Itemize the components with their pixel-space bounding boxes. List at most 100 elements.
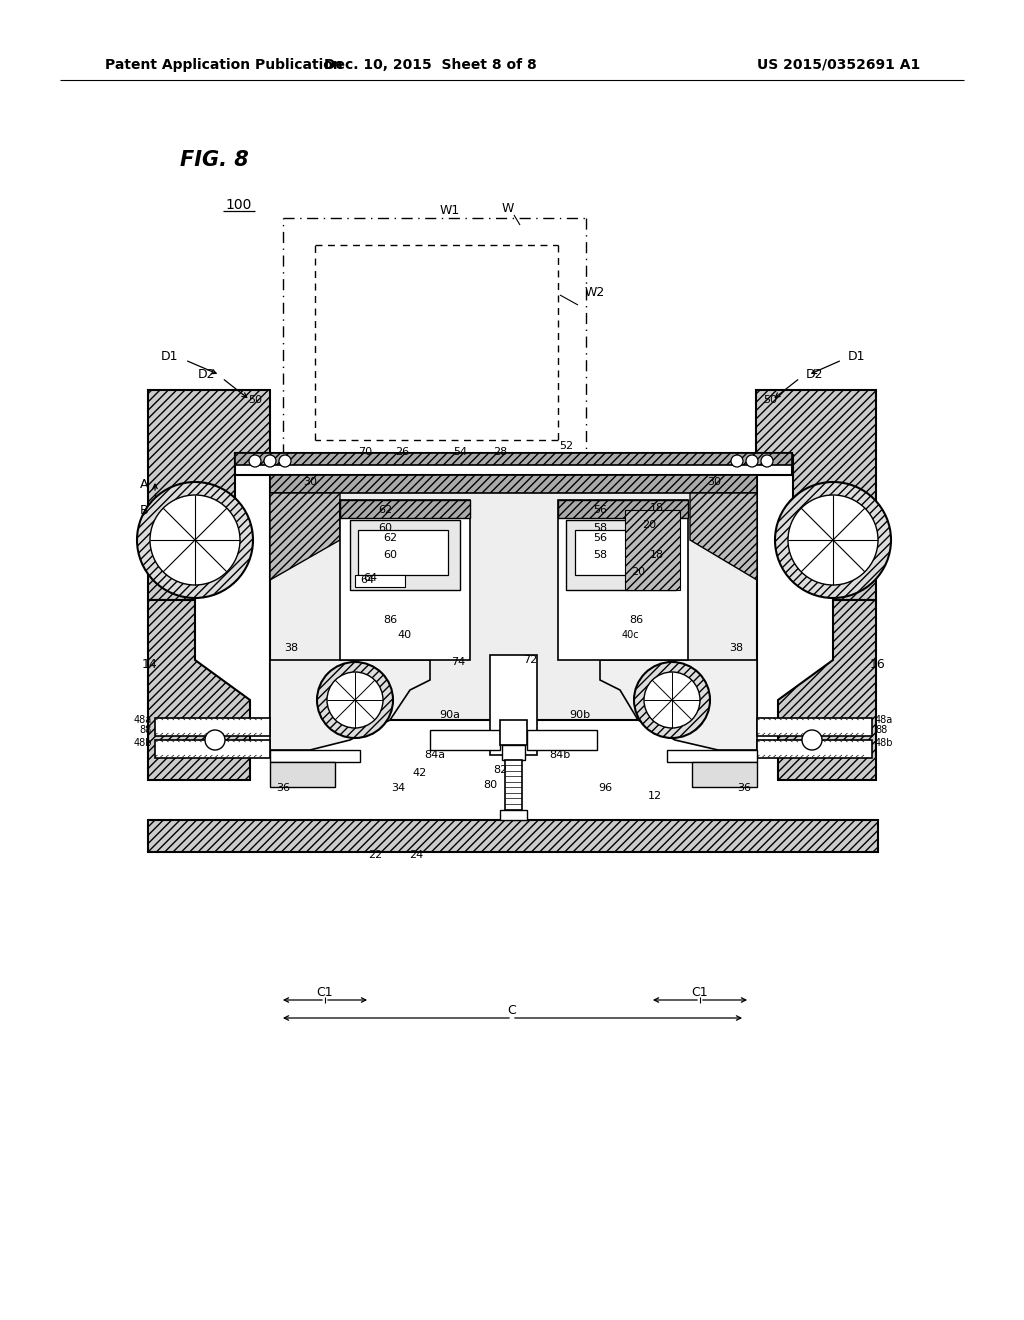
Bar [358,531,449,576]
Text: 74: 74 [451,657,465,667]
Bar [757,718,872,737]
Text: 64: 64 [360,576,374,585]
Text: 84a: 84a [424,750,445,760]
Text: 38: 38 [729,643,743,653]
Text: 56: 56 [593,506,607,515]
Polygon shape [270,492,340,579]
Text: 48a: 48a [134,715,152,725]
Circle shape [205,730,225,750]
Text: 30: 30 [303,477,317,487]
Circle shape [150,495,240,585]
Text: 24: 24 [409,850,423,861]
Bar [625,510,680,590]
Polygon shape [600,660,757,750]
Text: 56: 56 [593,533,607,543]
Text: C1: C1 [691,986,709,999]
Text: 100: 100 [225,198,251,213]
Text: 36: 36 [276,783,290,793]
Bar [430,730,500,750]
Circle shape [249,455,261,467]
Text: 88: 88 [139,725,152,735]
Bar [155,741,270,758]
Text: 42: 42 [413,768,427,777]
Bar [270,750,360,762]
Bar [505,760,522,810]
Text: C: C [508,1005,516,1018]
Polygon shape [756,389,876,601]
Text: 62: 62 [383,533,397,543]
Text: B: B [139,503,148,516]
Text: 90a: 90a [439,710,461,719]
Text: 48a: 48a [874,715,893,725]
Text: 50: 50 [248,395,262,405]
Bar [340,500,470,517]
Text: 40: 40 [398,630,412,640]
Polygon shape [148,601,250,780]
Text: W2: W2 [585,286,605,300]
Bar [155,718,270,737]
Polygon shape [270,660,430,750]
Text: 54: 54 [453,447,467,457]
Text: 82: 82 [493,766,507,775]
Text: D1: D1 [848,351,865,363]
Text: D2: D2 [806,368,823,381]
Circle shape [775,482,891,598]
Text: FIG. 8: FIG. 8 [180,150,249,170]
Bar [502,744,525,760]
Bar [500,810,527,820]
Circle shape [327,672,383,729]
Text: 22: 22 [368,850,382,861]
Circle shape [317,663,393,738]
Bar [527,730,597,750]
Text: 36: 36 [737,783,751,793]
Circle shape [644,672,700,729]
Text: 84b: 84b [549,750,570,760]
Text: 70: 70 [358,447,372,457]
Circle shape [802,730,822,750]
Bar [575,531,655,576]
Bar [270,475,757,719]
Circle shape [788,495,878,585]
Bar [500,719,527,744]
Text: 52: 52 [559,441,573,451]
Bar [270,762,335,787]
Text: D1: D1 [161,351,178,363]
Text: 60: 60 [378,523,392,533]
Text: 34: 34 [391,783,406,793]
Text: 20: 20 [642,520,656,531]
Bar [692,762,757,787]
Circle shape [279,455,291,467]
Text: 18: 18 [650,503,665,513]
Text: 16: 16 [870,659,886,672]
Text: 12: 12 [648,791,663,801]
Bar [234,453,792,465]
Text: 18: 18 [650,550,665,560]
Text: 86: 86 [383,615,397,624]
Text: 26: 26 [395,447,409,457]
Text: 14: 14 [141,659,157,672]
Polygon shape [148,389,270,601]
Text: D2: D2 [198,368,215,381]
Text: 86: 86 [629,615,643,624]
Text: W1: W1 [440,203,460,216]
Text: C1: C1 [316,986,334,999]
Text: 90b: 90b [569,710,591,719]
Circle shape [137,482,253,598]
Bar [350,520,460,590]
Bar [234,453,792,475]
Bar [148,820,878,851]
Circle shape [264,455,276,467]
Bar [355,576,406,587]
Text: 20: 20 [631,568,645,577]
Bar [757,741,872,758]
Circle shape [731,455,743,467]
Text: 58: 58 [593,523,607,533]
Text: 62: 62 [378,506,392,515]
Text: 48b: 48b [133,738,152,748]
Bar [566,520,676,590]
Text: 48b: 48b [874,738,894,748]
Text: 88: 88 [874,725,887,735]
Bar [558,500,688,517]
Bar [490,655,537,755]
Bar [558,500,688,660]
